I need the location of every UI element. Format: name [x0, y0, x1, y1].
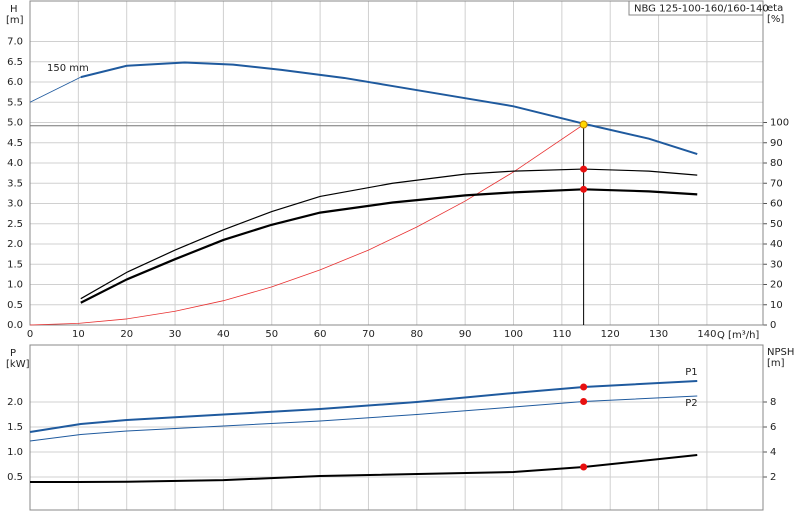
- y-tick-label: 6.0: [7, 77, 23, 88]
- y-tick-label: 1.0: [7, 447, 23, 458]
- x-tick-label: 90: [459, 329, 472, 340]
- x-tick-label: 10: [72, 329, 85, 340]
- series-line: [29, 76, 81, 103]
- y-tick-label: 1.0: [7, 280, 23, 291]
- y2-tick-label: 6: [770, 422, 776, 433]
- y-tick-label: 7.0: [7, 37, 23, 48]
- x-tick-label: 40: [217, 329, 230, 340]
- series-line: [80, 168, 698, 300]
- y2-tick-label: 4: [770, 447, 776, 458]
- series-label: P1: [685, 367, 697, 378]
- series-line: [29, 395, 698, 442]
- operating-point: [579, 120, 588, 129]
- x-tick-label: 100: [504, 329, 523, 340]
- x-axis-label: Q [m³/h]: [717, 330, 759, 341]
- y2-tick-label: 80: [770, 158, 783, 169]
- operating-point: [580, 383, 588, 391]
- y-tick-label: 1.5: [7, 422, 23, 433]
- y2-axis-label: NPSH: [767, 347, 794, 358]
- plot-frame: [29, 344, 764, 511]
- x-tick-label: 110: [552, 329, 571, 340]
- x-tick-label: 30: [169, 329, 182, 340]
- x-tick-label: 80: [410, 329, 423, 340]
- y2-tick-label: 90: [770, 138, 783, 149]
- y2-axis-unit: [%]: [767, 14, 784, 25]
- y2-tick-label: 50: [770, 219, 783, 230]
- x-tick-label: 130: [649, 329, 668, 340]
- operating-point: [580, 463, 588, 471]
- series-line: [80, 188, 698, 304]
- chart-title: NBG 125-100-160/160-140: [634, 4, 769, 15]
- x-tick-label: 50: [265, 329, 278, 340]
- y2-tick-label: 60: [770, 199, 783, 210]
- y-axis-unit: [m]: [6, 15, 24, 26]
- y2-axis-label: eta: [767, 3, 783, 14]
- x-tick-label: 70: [362, 329, 375, 340]
- x-tick-label: 140: [697, 329, 716, 340]
- y-tick-label: 5.5: [7, 97, 23, 108]
- y-tick-label: 2.0: [7, 397, 23, 408]
- x-tick-label: 120: [601, 329, 620, 340]
- plot-frame: [29, 0, 764, 326]
- series-line: [29, 380, 698, 433]
- y2-tick-label: 70: [770, 178, 783, 189]
- y-tick-label: 6.5: [7, 57, 23, 68]
- y2-axis-unit: [m]: [767, 358, 785, 369]
- operating-point: [580, 165, 588, 173]
- series-label: P2: [685, 398, 697, 409]
- y-tick-label: 0.5: [7, 472, 23, 483]
- y2-tick-label: 8: [770, 397, 776, 408]
- y2-tick-label: 100: [770, 118, 789, 129]
- x-tick-label: 0: [27, 329, 33, 340]
- series-line: [29, 124, 584, 326]
- y-axis-unit: [kW]: [6, 359, 30, 370]
- y-tick-label: 3.5: [7, 178, 23, 189]
- y-tick-label: 4.0: [7, 158, 23, 169]
- title-box: [628, 0, 764, 16]
- x-tick-label: 60: [314, 329, 327, 340]
- x-tick-label: 20: [120, 329, 133, 340]
- operating-point: [580, 398, 588, 405]
- y-tick-label: 1.5: [7, 259, 23, 270]
- y2-tick-label: 2: [770, 472, 776, 483]
- y-tick-label: 0.0: [7, 320, 23, 331]
- y-tick-label: 3.0: [7, 199, 23, 210]
- y2-tick-label: 0: [770, 320, 776, 331]
- y-tick-label: 5.0: [7, 118, 23, 129]
- series-line: [30, 454, 698, 483]
- annotation: 150 mm: [47, 63, 89, 74]
- y-tick-label: 2.5: [7, 219, 23, 230]
- operating-point: [580, 185, 588, 193]
- y-axis-label: H: [10, 4, 18, 15]
- y-axis-label: P: [10, 348, 16, 359]
- y-tick-label: 2.0: [7, 239, 23, 250]
- series-line: [80, 61, 698, 156]
- y2-tick-label: 20: [770, 280, 783, 291]
- y-tick-label: 0.5: [7, 300, 23, 311]
- y2-tick-label: 30: [770, 259, 783, 270]
- y2-tick-label: 10: [770, 300, 783, 311]
- y2-tick-label: 40: [770, 239, 783, 250]
- y-tick-label: 4.5: [7, 138, 23, 149]
